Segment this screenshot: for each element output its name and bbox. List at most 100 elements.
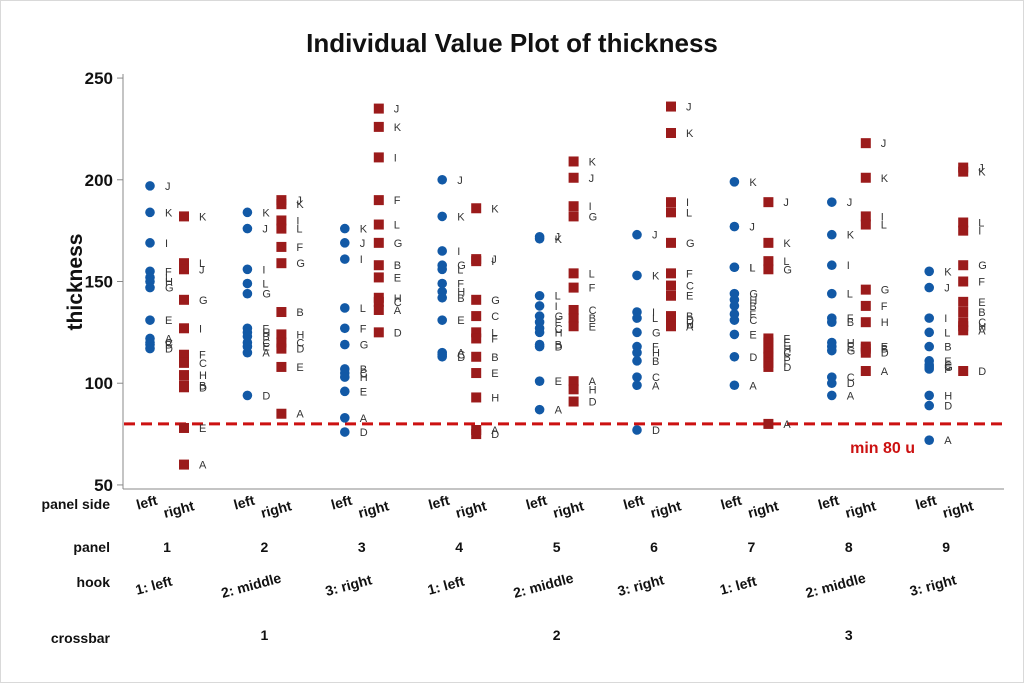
y-tick-label: 250 <box>85 69 113 88</box>
point-label: E <box>978 297 985 309</box>
point-label: J <box>686 102 692 114</box>
point-label: L <box>491 327 497 339</box>
point-label: D <box>881 348 889 360</box>
crossbar-label: 1 <box>261 627 269 643</box>
data-point-right <box>471 333 482 344</box>
data-point-right <box>958 296 969 307</box>
data-point-left <box>145 238 155 248</box>
point-label: F <box>686 268 693 280</box>
data-point-left <box>924 282 934 293</box>
point-label: C <box>165 338 173 350</box>
data-point-right <box>276 408 287 419</box>
data-point-right <box>373 272 384 283</box>
data-point-right <box>276 215 287 226</box>
point-label: C <box>652 372 660 384</box>
data-point-right <box>373 260 384 271</box>
data-point-right <box>373 103 384 114</box>
point-label: E <box>394 272 401 284</box>
point-label: C <box>457 350 465 362</box>
data-point-left <box>827 378 837 389</box>
data-point-left <box>924 266 934 277</box>
panel-side-left-label: left <box>232 492 257 513</box>
point-label: J <box>783 197 789 209</box>
data-point-right <box>373 237 384 248</box>
crossbar-label: 2 <box>553 627 561 643</box>
point-label: K <box>262 207 270 219</box>
data-point-right <box>958 166 969 177</box>
point-label: C <box>978 317 986 329</box>
point-label: C <box>296 338 304 350</box>
point-label: C <box>491 311 499 323</box>
data-point-right <box>763 361 774 372</box>
point-label: H <box>457 287 465 299</box>
point-label: F <box>394 195 401 207</box>
point-label: G <box>199 295 208 307</box>
point-label: C <box>749 315 757 327</box>
data-point-right <box>373 152 384 163</box>
data-point-left <box>242 264 253 275</box>
reference-line-label: min 80 u <box>850 440 915 457</box>
point-label: E <box>847 342 854 354</box>
data-point-right <box>471 429 482 440</box>
point-label: L <box>881 220 887 232</box>
point-label: J <box>394 104 400 116</box>
point-label: D <box>686 315 694 327</box>
data-point-right <box>276 199 287 210</box>
point-label: K <box>881 173 889 185</box>
data-point-left <box>437 351 448 362</box>
point-label: I <box>165 238 168 250</box>
point-label: K <box>589 156 597 168</box>
point-label: A <box>296 409 304 421</box>
data-point-right <box>958 325 969 336</box>
point-label: L <box>360 303 366 315</box>
point-label: F <box>783 333 790 345</box>
point-label: K <box>978 167 986 179</box>
data-point-left <box>437 315 448 325</box>
crossbar-label: 3 <box>845 627 853 643</box>
point-label: J <box>165 181 171 193</box>
point-label: H <box>394 293 402 305</box>
data-point-right <box>373 121 384 132</box>
data-point-left <box>729 351 740 362</box>
point-label: B <box>783 352 790 364</box>
data-point-right <box>179 459 189 470</box>
point-label: I <box>652 307 655 319</box>
point-label: H <box>296 329 304 341</box>
data-point-left <box>534 404 545 415</box>
data-point-left <box>437 278 448 289</box>
panel-side-right-label: right <box>259 497 294 521</box>
data-point-right <box>568 172 579 183</box>
y-tick-label: 200 <box>85 171 113 190</box>
data-point-left <box>145 207 155 218</box>
point-label: I <box>589 201 592 213</box>
data-point-right <box>666 197 676 208</box>
data-point-left <box>437 174 448 185</box>
point-label: H <box>262 327 270 339</box>
data-point-right <box>373 296 384 307</box>
panel-side-right-label: right <box>454 497 489 521</box>
data-point-right <box>860 284 871 295</box>
point-label: A <box>749 380 757 392</box>
data-point-right <box>666 268 676 279</box>
point-label: E <box>165 315 172 327</box>
point-label: B <box>199 380 206 392</box>
point-label: F <box>262 323 269 335</box>
panel-number-label: 9 <box>942 539 950 555</box>
y-axis-label: thickness <box>64 234 87 331</box>
data-point-right <box>471 294 482 305</box>
data-point-right <box>179 294 189 305</box>
point-label: D <box>978 366 986 378</box>
data-point-right <box>179 357 189 368</box>
point-label: L <box>457 264 463 276</box>
point-label: H <box>686 319 694 331</box>
point-label: J <box>978 163 984 175</box>
point-label: J <box>652 230 658 242</box>
point-label: E <box>555 376 562 388</box>
point-label: A <box>457 348 465 360</box>
data-point-right <box>471 351 482 362</box>
panel-side-left-label: left <box>816 492 841 513</box>
data-point-left <box>340 427 350 437</box>
y-tick-label: 100 <box>85 374 113 393</box>
data-point-right <box>276 337 287 348</box>
